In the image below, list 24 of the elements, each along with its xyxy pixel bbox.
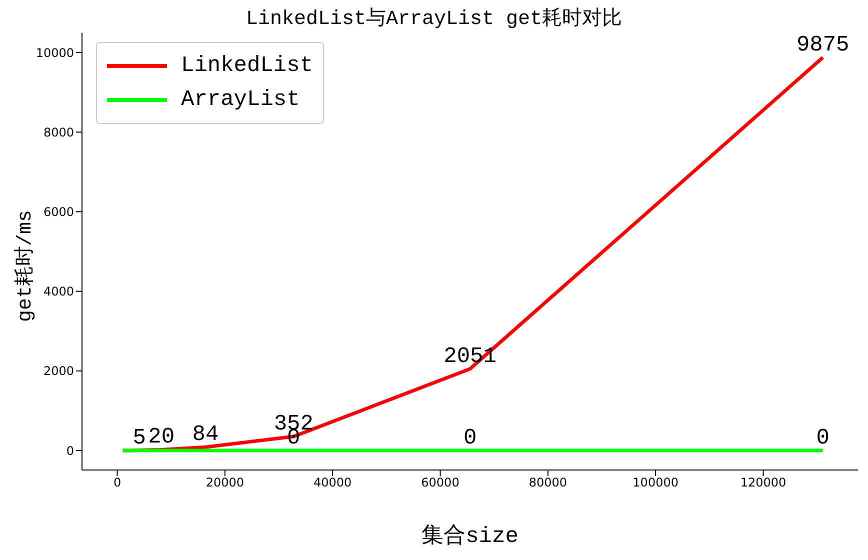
y-tick-label: 0 [66, 444, 74, 458]
data-label: 9875 [796, 32, 850, 58]
x-axis-title: 集合size [420, 523, 520, 550]
y-tick-label: 2000 [43, 364, 74, 378]
x-tick-label: 120000 [740, 476, 786, 490]
y-tick-label: 10000 [36, 46, 74, 60]
y-tick-label: 4000 [43, 284, 74, 299]
y-axis-title: get耗时/ms [13, 210, 38, 322]
x-tick-label: 60000 [421, 476, 460, 490]
data-label: 0 [816, 426, 830, 450]
x-tick-label: 80000 [528, 476, 568, 490]
legend-label: ArrayList [181, 86, 300, 114]
x-tick-label: 100000 [632, 476, 678, 490]
x-tick-label: 0 [113, 476, 122, 490]
data-label: 5 [132, 425, 146, 450]
legend-label: LinkedList [181, 52, 314, 80]
data-label: 84 [192, 422, 219, 448]
y-tick-label: 6000 [43, 204, 74, 219]
x-tick-label: 40000 [314, 476, 352, 490]
data-label: 0 [463, 426, 477, 450]
data-label: 20 [148, 424, 175, 450]
x-tick-label: 20000 [206, 476, 244, 490]
y-tick-label: 8000 [43, 125, 74, 140]
chart-title: LinkedList与ArrayList get耗时对比 [244, 6, 624, 31]
